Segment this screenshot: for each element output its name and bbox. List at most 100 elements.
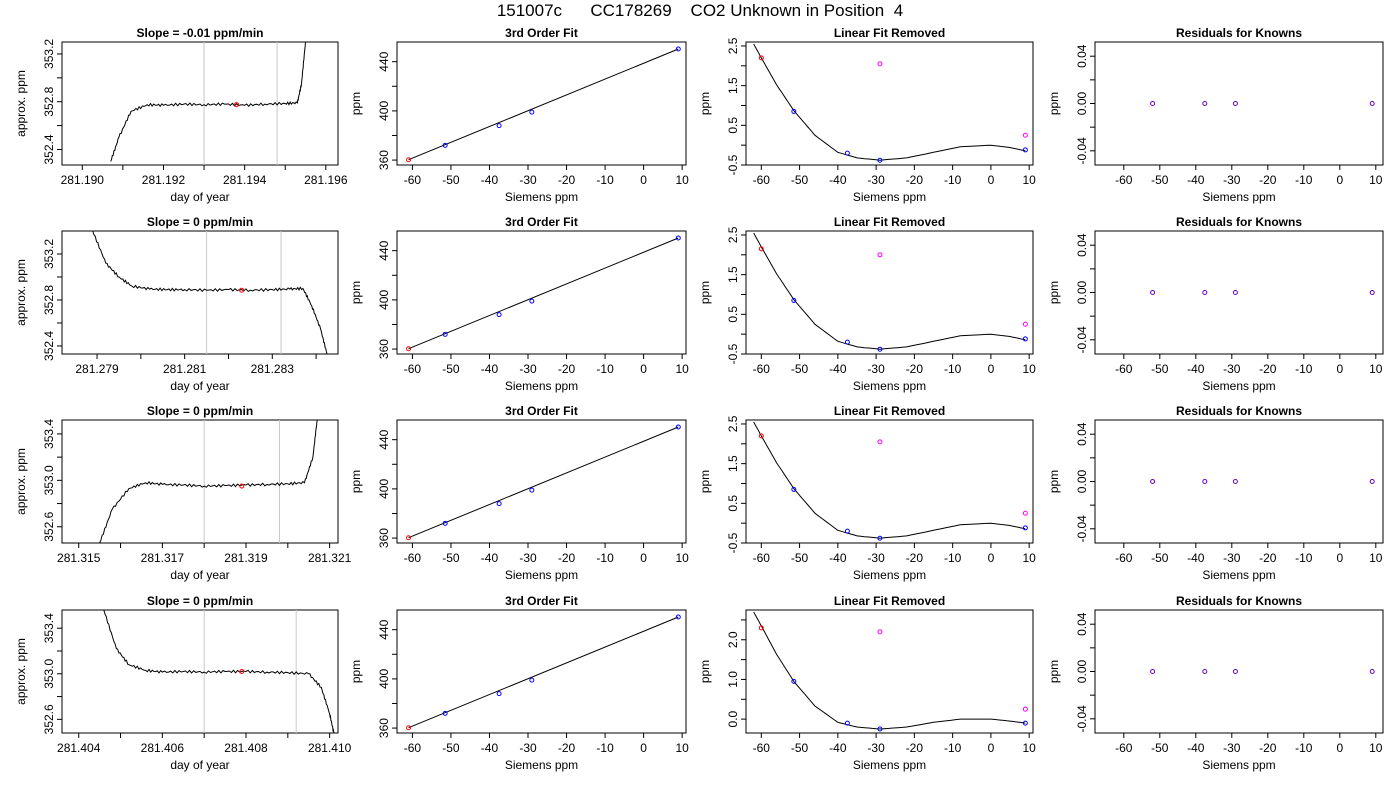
chart-panel-residuals-row2: Residuals for Knowns -60 -50 -40 -30 -20 -10 0 1… — [1047, 215, 1384, 393]
plot-area — [103, 610, 335, 733]
chart-panel-trace-row2: Slope = 0 ppm/min 281.279 281.281 281.283 35… — [14, 215, 339, 393]
plot-frame — [1094, 609, 1384, 734]
chart-title: 3rd Order Fit — [505, 404, 578, 418]
x-tick-label: 0 — [988, 741, 995, 755]
chart-title: Slope = 0 ppm/min — [147, 215, 253, 229]
x-tick-label: 281.410 — [308, 741, 352, 755]
data-point-reference — [406, 535, 412, 541]
x-tick-label: -20 — [906, 173, 924, 187]
x-tick-label: 281.279 — [75, 362, 119, 376]
x-axis-label: Siemens ppm — [853, 758, 926, 772]
data-point-residual — [1232, 479, 1238, 484]
plot-area — [110, 42, 306, 165]
data-point-residual — [1369, 669, 1375, 674]
x-tick-label: -40 — [829, 362, 847, 376]
x-tick-label: -50 — [442, 173, 460, 187]
data-point-residual — [1202, 479, 1208, 484]
data-point-known — [675, 424, 681, 430]
y-tick-label: 352.8 — [42, 285, 56, 315]
y-axis-label: ppm — [349, 92, 363, 115]
plot-frame — [396, 419, 687, 544]
x-tick-label: -30 — [1223, 741, 1241, 755]
y-axis-label: ppm — [698, 281, 712, 304]
y-tick-label: 0.04 — [1075, 612, 1089, 636]
data-point-known — [791, 678, 797, 684]
data-point-known — [675, 235, 681, 241]
x-tick-label: 0 — [1336, 551, 1343, 565]
y-tick-label: 0.04 — [1075, 233, 1089, 257]
x-tick-label: -60 — [753, 551, 771, 565]
x-tick-label: -50 — [791, 173, 809, 187]
trace-line — [99, 420, 318, 543]
x-axis-label: Siemens ppm — [1202, 190, 1275, 204]
data-point-known — [844, 339, 850, 345]
chart-title: Residuals for Knowns — [1176, 404, 1302, 418]
data-point-known — [529, 677, 535, 683]
data-point-known — [877, 726, 883, 732]
x-tick-label: 10 — [1369, 362, 1383, 376]
y-tick-label: 360 — [377, 339, 391, 359]
y-tick-label: 0.00 — [1075, 469, 1089, 493]
data-point-unknown — [1022, 321, 1028, 327]
plot-area — [753, 43, 1028, 163]
y-tick-label: -0.5 — [726, 154, 740, 175]
x-tick-label: -60 — [753, 173, 771, 187]
x-tick-label: -10 — [1295, 741, 1313, 755]
x-tick-label: 281.408 — [224, 741, 268, 755]
y-tick-label: 400 — [377, 101, 391, 121]
y-tick-label: -0.04 — [1075, 326, 1089, 354]
y-tick-label: -0.04 — [1075, 515, 1089, 543]
data-point-known — [496, 691, 502, 697]
y-tick-label: 1.0 — [726, 671, 740, 688]
x-tick-label: -10 — [1295, 362, 1313, 376]
x-tick-label: 281.190 — [61, 173, 105, 187]
x-tick-label: -20 — [906, 362, 924, 376]
x-axis-label: Siemens ppm — [505, 568, 578, 582]
x-axis-label: Siemens ppm — [853, 190, 926, 204]
y-tick-label: 352.8 — [42, 86, 56, 116]
x-tick-label: 10 — [675, 173, 689, 187]
x-tick-label: 0 — [988, 173, 995, 187]
y-axis-label: ppm — [1047, 92, 1061, 115]
trace-line — [103, 610, 335, 733]
x-tick-label: -10 — [596, 362, 614, 376]
data-point-residual — [1150, 290, 1156, 295]
data-point-unknown — [877, 252, 883, 258]
y-tick-label: 0.00 — [1075, 91, 1089, 115]
x-tick-label: -20 — [1259, 173, 1277, 187]
plot-frame — [396, 230, 687, 355]
x-tick-label: -10 — [944, 173, 962, 187]
y-tick-label: 0.04 — [1075, 422, 1089, 446]
data-point-known — [442, 710, 448, 716]
mean-marker — [234, 102, 240, 108]
x-tick-label: -60 — [1115, 173, 1133, 187]
y-tick-label: 352.6 — [42, 704, 56, 734]
chart-title: 3rd Order Fit — [505, 594, 578, 608]
x-axis-label: Siemens ppm — [1202, 379, 1275, 393]
x-tick-label: 10 — [1022, 362, 1036, 376]
data-point-residual — [1150, 479, 1156, 484]
plot-frame — [1094, 41, 1384, 166]
x-tick-label: -20 — [1259, 741, 1277, 755]
plot-frame — [61, 419, 339, 544]
fit-line — [408, 426, 679, 539]
data-point-known — [442, 331, 448, 337]
x-tick-label: 0 — [1336, 741, 1343, 755]
y-tick-label: 1.5 — [726, 455, 740, 472]
y-axis-label: ppm — [349, 281, 363, 304]
x-tick-label: -30 — [519, 551, 537, 565]
chart-panel-trace-row4: Slope = 0 ppm/min 281.404 281.406 281.408 28… — [14, 594, 352, 772]
data-point-known — [496, 501, 502, 507]
data-point-known — [877, 346, 883, 352]
chart-panel-linear_removed-row1: Linear Fit Removed -60 -50 -40 -30 -20 -10 0 10 -… — [698, 26, 1036, 204]
chart-title: Residuals for Knowns — [1176, 215, 1302, 229]
x-tick-label: 281.317 — [141, 551, 185, 565]
data-point-known — [877, 157, 883, 163]
data-point-known — [1022, 720, 1028, 726]
plot-area — [406, 424, 681, 541]
y-tick-label: 353.0 — [42, 465, 56, 495]
chart-panel-fit-row3: 3rd Order Fit -60 -50 -40 -30 -20 -10 0 10 360 400… — [349, 404, 689, 582]
x-tick-label: -10 — [596, 551, 614, 565]
y-axis-label: ppm — [698, 92, 712, 115]
data-point-known — [1022, 147, 1028, 153]
